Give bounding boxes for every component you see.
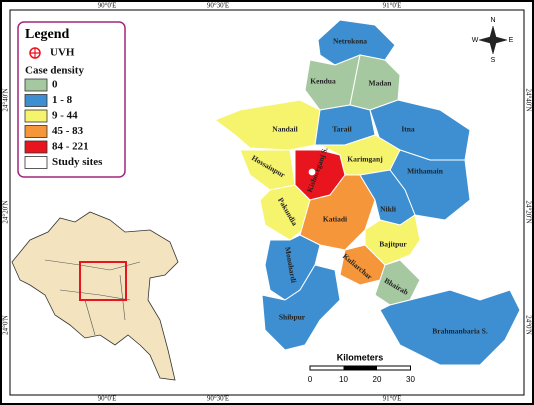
region bbox=[379, 289, 521, 366]
scale-title: Kilometers bbox=[337, 352, 384, 362]
inner-frame bbox=[9, 9, 525, 396]
region-label: Karimganj bbox=[347, 155, 383, 164]
lat-label-left: 24°0'N bbox=[2, 315, 10, 335]
scale-tick: 10 bbox=[339, 375, 348, 384]
legend-label: 45 - 83 bbox=[52, 125, 84, 137]
legend-title: Legend bbox=[25, 27, 70, 42]
region-label: Kendua bbox=[310, 77, 336, 86]
region-label: Netrokona bbox=[333, 37, 367, 46]
lon-label-top: 91°0'E bbox=[383, 2, 402, 10]
legend-uvh: UVH bbox=[50, 47, 75, 59]
region-label: Mithamain bbox=[407, 167, 444, 176]
legend-label: 1 - 8 bbox=[52, 94, 73, 106]
region-label: Shibpur bbox=[279, 313, 306, 322]
region-label: Tarail bbox=[332, 125, 351, 134]
scale-bar-fill bbox=[343, 366, 377, 370]
uvh-cross bbox=[30, 48, 40, 58]
legend-label: Study sites bbox=[52, 156, 103, 168]
legend-swatch bbox=[24, 94, 48, 107]
lon-label-top: 90°30'E bbox=[207, 2, 229, 10]
scale-tick: 0 bbox=[308, 375, 313, 384]
compass-e: E bbox=[509, 37, 514, 44]
lon-label-bottom: 90°30'E bbox=[207, 395, 229, 403]
legend-label: 9 - 44 bbox=[52, 110, 78, 122]
legend-subtitle: Case density bbox=[25, 65, 84, 77]
legend-swatch bbox=[24, 140, 48, 154]
region-label: Katiadi bbox=[323, 215, 347, 224]
region-label: Itna bbox=[401, 125, 415, 134]
region bbox=[364, 214, 421, 266]
compass-w: W bbox=[472, 37, 479, 44]
scale-tick: 30 bbox=[406, 375, 415, 384]
legend-box bbox=[17, 21, 126, 178]
region-label: Nandail bbox=[272, 125, 297, 134]
legend-label: 84 - 221 bbox=[52, 141, 89, 153]
compass: N S E W bbox=[472, 17, 514, 64]
region-label: Nikli bbox=[380, 205, 396, 214]
inset-divisions bbox=[44, 259, 141, 336]
scale-tick: 20 bbox=[373, 375, 382, 384]
legend-swatch bbox=[24, 109, 48, 123]
lat-label-right: 24°0'N bbox=[524, 315, 532, 335]
compass-s: S bbox=[491, 57, 496, 64]
legend-swatch bbox=[24, 78, 48, 92]
region bbox=[261, 264, 341, 351]
uvh-marker bbox=[307, 167, 317, 177]
compass-n: N bbox=[490, 17, 495, 24]
inset-country bbox=[11, 211, 179, 381]
region-label: Brahmanbaria S. bbox=[432, 327, 488, 336]
lat-label-right: 24°20'N bbox=[524, 200, 532, 223]
legend-swatch bbox=[24, 156, 48, 169]
lon-label-bottom: 90°0'E bbox=[98, 395, 117, 403]
lat-label-left: 24°20'N bbox=[2, 200, 10, 223]
lon-label-top: 90°0'E bbox=[98, 2, 117, 10]
legend-swatch bbox=[24, 125, 48, 138]
region-label: Bajitpur bbox=[379, 240, 407, 249]
lat-label-right: 24°40'N bbox=[524, 88, 532, 111]
study-area-box bbox=[79, 261, 127, 301]
legend-label: 0 bbox=[52, 79, 58, 91]
lon-label-bottom: 91°0'E bbox=[383, 395, 402, 403]
region-label: Madan bbox=[369, 79, 393, 88]
lat-label-left: 24°40'N bbox=[2, 88, 10, 111]
region bbox=[374, 259, 421, 306]
